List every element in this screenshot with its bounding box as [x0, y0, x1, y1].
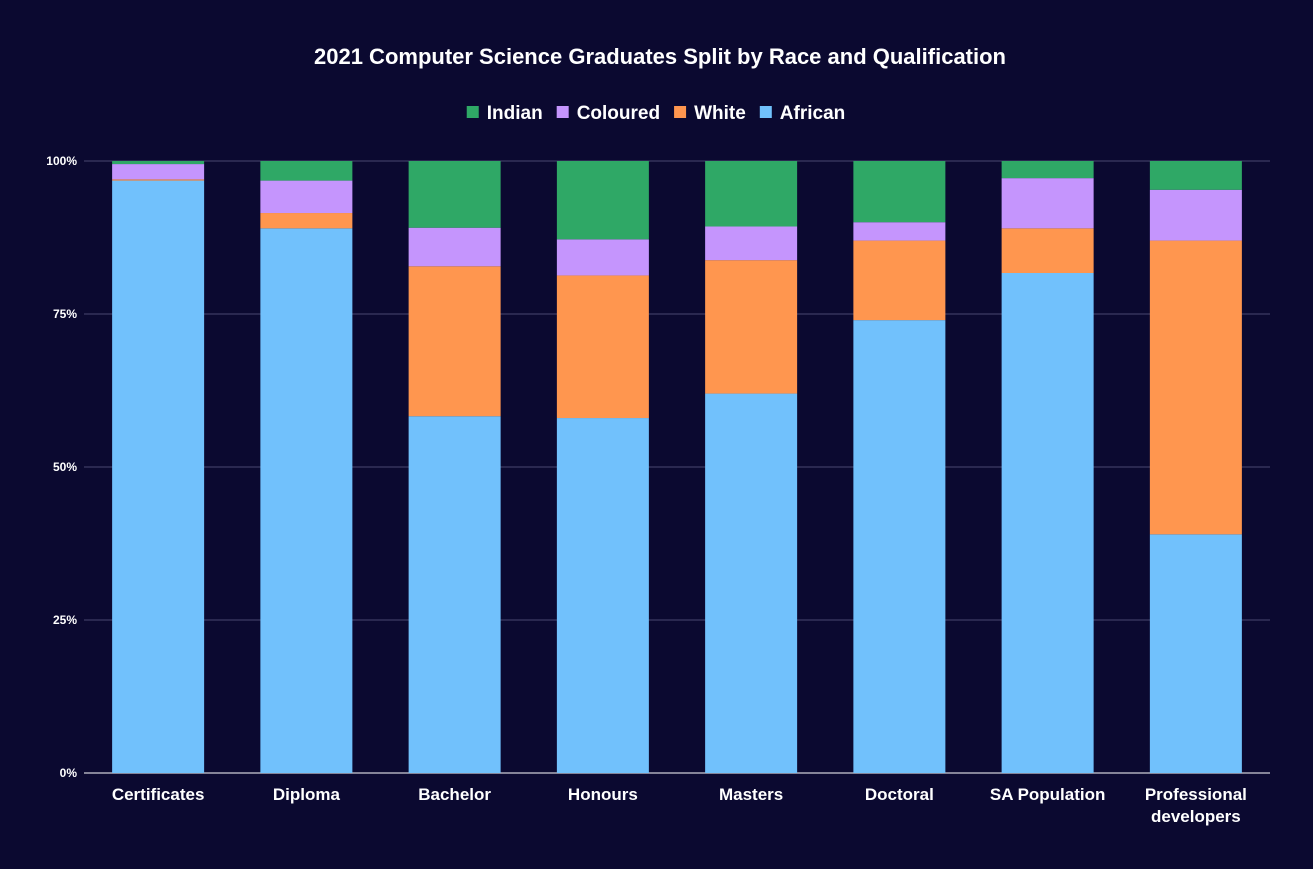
y-tick-label: 50% — [53, 460, 77, 474]
bars — [112, 161, 1242, 774]
bar-segment-white — [853, 240, 946, 321]
legend-swatch — [759, 106, 772, 118]
x-tick-label: SA Population — [990, 785, 1106, 804]
bar-segment-indian — [853, 161, 946, 223]
legend: Indian Coloured White African — [466, 103, 845, 124]
bar-segment-white — [1149, 240, 1242, 535]
bar-segment-african — [408, 416, 501, 773]
y-tick-label: 25% — [53, 613, 77, 627]
x-tick-label: developers — [1151, 807, 1241, 826]
bar-segment-african — [112, 180, 205, 774]
bar-segment-indian — [260, 161, 353, 181]
bar-segment-white — [1001, 228, 1094, 273]
bar-segment-indian — [408, 161, 501, 228]
bar-segment-white — [556, 275, 649, 419]
bar-stack — [260, 161, 353, 773]
bar-segment-african — [705, 393, 798, 773]
bar-stack — [1001, 161, 1094, 773]
bar-segment-indian — [1001, 161, 1094, 179]
legend-label: Coloured — [577, 103, 660, 124]
bar-segment-white — [705, 260, 798, 394]
bar-segment-white — [112, 179, 205, 181]
bar-segment-indian — [705, 161, 798, 227]
bar-segment-indian — [112, 161, 205, 165]
bar-stack — [705, 161, 798, 773]
legend-swatch — [674, 106, 687, 118]
legend-label: White — [694, 103, 746, 124]
bar-stack — [408, 161, 501, 773]
bar-segment-african — [1149, 534, 1242, 773]
bar-segment-african — [853, 320, 946, 773]
bar-stack — [112, 161, 205, 774]
legend-item-white: White — [674, 103, 746, 124]
y-tick-label: 0% — [60, 766, 78, 780]
legend-item-indian: Indian — [466, 103, 543, 124]
x-tick-label: Masters — [719, 785, 783, 804]
x-tick-label: Doctoral — [865, 785, 934, 804]
x-tick-label: Diploma — [273, 785, 341, 804]
bar-segment-coloured — [1001, 178, 1094, 229]
x-tick-label: Certificates — [112, 785, 205, 804]
bar-segment-coloured — [705, 226, 798, 261]
bar-segment-indian — [1149, 161, 1242, 190]
y-tick-label: 100% — [46, 154, 77, 168]
y-tick-label: 75% — [53, 307, 77, 321]
bar-segment-african — [556, 418, 649, 773]
bar-segment-coloured — [260, 180, 353, 214]
legend-item-african: African — [759, 103, 845, 124]
bar-segment-white — [408, 266, 501, 417]
bar-segment-coloured — [853, 222, 946, 241]
bar-segment-african — [1001, 272, 1094, 773]
x-axis: Certificates Diploma Bachelor Honours Master… — [112, 785, 1247, 826]
bar-stack — [1149, 161, 1242, 773]
bar-segment-african — [260, 228, 353, 773]
bar-segment-coloured — [112, 164, 205, 180]
bar-segment-white — [260, 213, 353, 229]
y-axis: 0% 25% 50% 75% 100% — [46, 154, 77, 780]
bar-stack — [556, 161, 649, 773]
chart-title: 2021 Computer Science Graduates Split by… — [314, 44, 1006, 69]
bar-segment-indian — [556, 161, 649, 240]
legend-label: Indian — [487, 103, 543, 124]
bar-segment-coloured — [1149, 189, 1242, 241]
legend-item-coloured: Coloured — [556, 103, 660, 124]
x-tick-label: Professional — [1145, 785, 1247, 804]
legend-swatch — [556, 106, 569, 118]
legend-swatch — [466, 106, 479, 118]
bar-segment-coloured — [556, 239, 649, 276]
legend-label: African — [780, 103, 845, 124]
bar-segment-coloured — [408, 227, 501, 267]
x-tick-label: Bachelor — [418, 785, 491, 804]
x-tick-label: Honours — [568, 785, 638, 804]
bar-stack — [853, 161, 946, 773]
